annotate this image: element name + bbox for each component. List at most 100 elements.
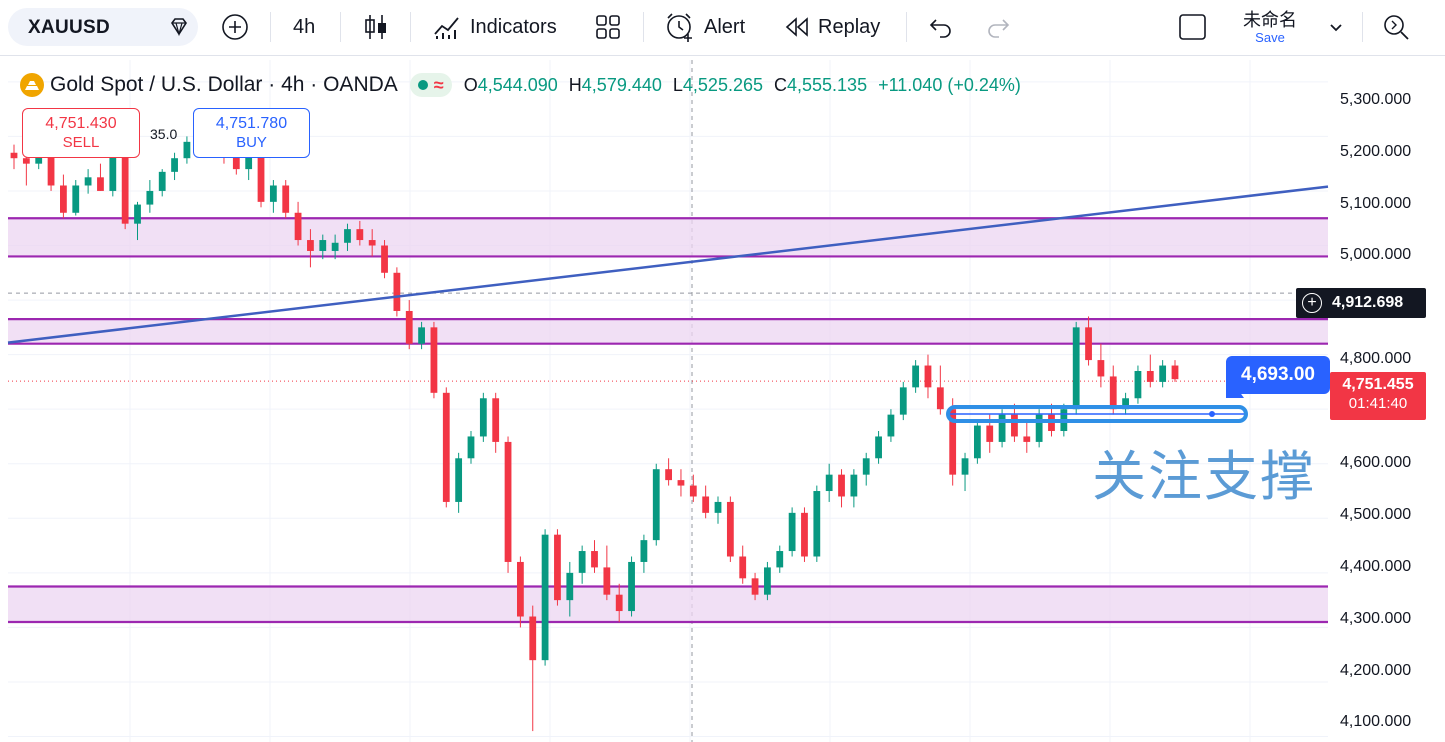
candle-body [381,245,388,273]
add-symbol-icon [222,14,248,40]
candle-body [554,534,561,601]
candle [591,540,598,573]
candle [269,180,277,213]
candle-body [1023,436,1031,442]
search-icon [1384,15,1409,40]
chart-grid [8,60,1330,742]
candle [566,561,574,617]
support-highlight-box [946,405,1248,424]
indicators-button[interactable]: Indicators [432,8,557,46]
candle-body [245,152,253,170]
candle [368,229,376,257]
undo-button[interactable] [928,8,954,46]
candle-body [84,177,92,186]
candle [739,545,747,584]
layout-menu-button[interactable] [1326,8,1346,46]
axis-tick-label: 4,400.000 [1340,558,1412,575]
candle [813,485,821,562]
candle [615,583,623,622]
candle-body [936,387,944,410]
alert-label: Alert [704,15,746,38]
candle-body [72,185,80,213]
candle [677,469,685,497]
candle [405,300,413,350]
sell-button[interactable]: 4,751.430 SELL [22,108,140,158]
trendline [7,185,1329,344]
change-value: +11.040 (+0.24%) [878,74,1021,95]
symbol-title[interactable]: Gold Spot / U.S. Dollar · 4h · OANDA [50,73,398,96]
candle-body [442,392,450,502]
quick-search-button[interactable] [1380,8,1412,46]
plus-icon[interactable]: + [1302,293,1322,313]
candle [875,431,882,464]
sell-price: 4,751.430 [45,115,117,132]
horizontal-ray-price-label[interactable]: 4,693.00 [1226,356,1330,394]
candle-body [430,327,438,393]
candle [418,321,425,350]
buy-button[interactable]: 4,751.780 BUY [193,108,310,158]
candle [998,409,1006,448]
symbol-search[interactable]: XAUUSD [8,8,198,46]
symbol-name: XAUUSD [28,17,111,38]
candle [1097,343,1105,388]
support-annotation-text[interactable]: 关注支撑 [1092,445,1316,508]
redo-button[interactable] [985,8,1011,46]
candle [121,150,129,230]
candle-body [986,425,994,442]
templates-button[interactable] [594,8,622,46]
candle [1146,354,1154,388]
candle [1159,360,1167,388]
candle-body [183,141,191,159]
candle-body [838,474,845,497]
high-value: 4,579.440 [581,74,662,95]
candle [529,605,537,732]
save-layout-button[interactable]: 未命名 Save [1230,6,1310,45]
indicators-icon [434,17,459,39]
diamond-icon[interactable] [168,16,190,38]
alert-button[interactable]: Alert [664,8,745,46]
candle [504,436,512,573]
replay-button[interactable]: Replay [784,8,880,46]
candle-body [294,212,302,241]
candle [356,220,364,246]
candle [331,234,339,260]
candle-body [171,158,178,172]
candle-body [529,616,537,661]
candle-body [764,567,771,595]
candle [146,180,154,213]
save-label: Save [1255,30,1285,45]
candle [1023,420,1031,453]
candle-body [1134,370,1142,399]
candle-body [714,501,722,513]
market-status-badge[interactable]: ≈ [409,73,452,97]
candle [393,267,401,317]
candle [961,452,969,492]
candle-body [887,414,895,437]
layout-button[interactable] [1177,8,1209,46]
compare-button[interactable] [220,8,250,46]
candle-body [726,501,734,557]
candle-body [516,561,524,617]
candle [1171,360,1179,382]
price-zone [8,318,1328,345]
candle-body [109,152,117,191]
candle-body [97,177,104,191]
candle-body [455,458,463,502]
candle-body [875,436,882,459]
candle-body [1035,414,1043,442]
zones-layer [8,217,1328,624]
crosshair-price-label[interactable]: + 4,912.698 [1296,288,1426,318]
interval-button[interactable]: 4h [293,8,315,46]
chart-type-button[interactable] [362,8,390,46]
axis-tick-label: 4,600.000 [1340,454,1412,471]
axis-tick-label: 4,200.000 [1340,662,1412,679]
candle [776,545,784,573]
axis-tick-label: 4,100.000 [1340,713,1412,730]
candle [726,496,734,562]
sell-label: SELL [62,134,100,151]
candle [72,180,80,216]
axis-tick-label: 5,300.000 [1340,91,1412,108]
candle [689,474,697,502]
candle-body [628,561,635,612]
